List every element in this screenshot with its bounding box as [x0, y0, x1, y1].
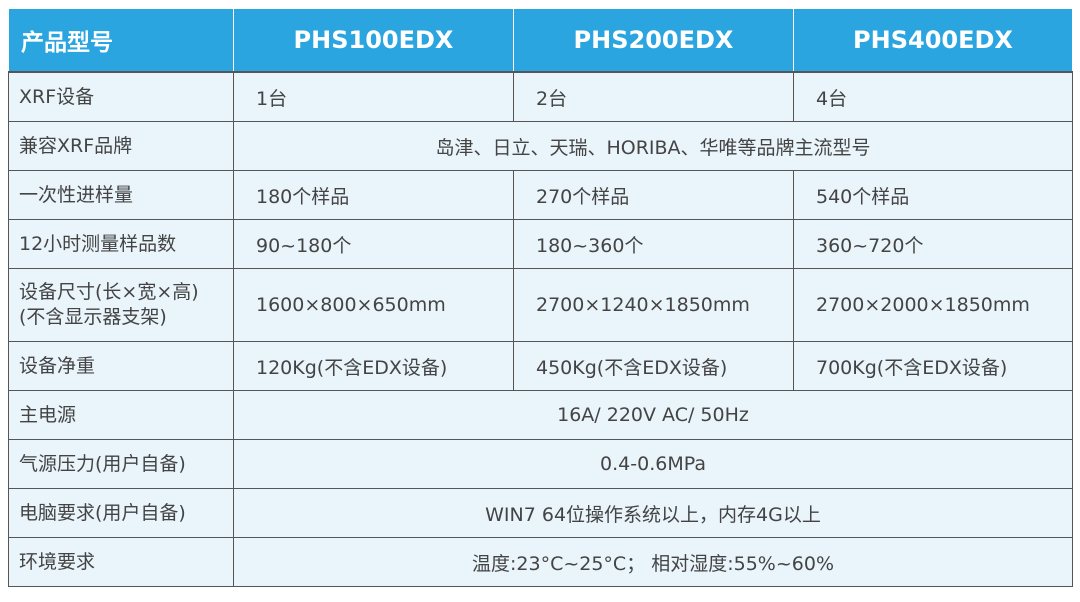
row-label-line: XRF设备: [19, 85, 95, 108]
cell: 4台: [793, 71, 1073, 122]
table-row: 主电源 16A/ 220V AC/ 50Hz: [8, 390, 1073, 440]
header-cell: PHS200EDX: [513, 8, 794, 73]
row-label: 主电源: [8, 390, 234, 440]
row-label-line: 主电源: [19, 403, 77, 426]
cell: 1台: [233, 71, 514, 122]
row-label-line: 电脑要求(用户自备): [19, 501, 186, 524]
row-label: 电脑要求(用户自备): [8, 488, 234, 538]
cell: 2700×1240×1850mm: [513, 268, 794, 342]
cell: 90~180个: [233, 219, 514, 269]
row-label: 一次性进样量: [8, 170, 234, 220]
row-label: 气源压力(用户自备): [8, 439, 234, 489]
table-row: 12小时测量样品数 90~180个 180~360个 360~720个: [8, 219, 1073, 269]
row-label-line: 设备尺寸(长×宽×高): [19, 281, 199, 303]
header-row: 产品型号 PHS100EDX PHS200EDX PHS400EDX: [8, 8, 1073, 73]
cell: 2700×2000×1850mm: [793, 268, 1073, 342]
table-row: 设备尺寸(长×宽×高) (不含显示器支架) 1600×800×650mm 2700×1…: [8, 268, 1073, 342]
cell: 120Kg(不含EDX设备): [233, 341, 514, 391]
table-row: 电脑要求(用户自备) WIN7 64位操作系统以上，内存4G以上: [8, 488, 1073, 538]
header-cell: PHS100EDX: [233, 8, 514, 73]
row-label-line: 设备净重: [19, 354, 96, 377]
row-label: 环境要求: [8, 537, 234, 587]
table-row: 兼容XRF品牌 岛津、日立、天瑞、HORIBA、华唯等品牌主流型号: [8, 121, 1073, 171]
spec-table: 产品型号 PHS100EDX PHS200EDX PHS400EDX XRF设备 1台 2…: [8, 8, 1073, 587]
cell: WIN7 64位操作系统以上，内存4G以上: [233, 488, 1073, 538]
table-row: 一次性进样量 180个样品 270个样品 540个样品: [8, 170, 1073, 220]
row-label-line: 气源压力(用户自备): [19, 452, 186, 475]
cell: 岛津、日立、天瑞、HORIBA、华唯等品牌主流型号: [233, 121, 1073, 171]
row-label-line: 环境要求: [19, 550, 96, 573]
cell: 180~360个: [513, 219, 794, 269]
header-cell: 产品型号: [8, 8, 234, 73]
cell: 1600×800×650mm: [233, 268, 514, 342]
table-row: XRF设备 1台 2台 4台: [8, 71, 1073, 122]
cell: 270个样品: [513, 170, 794, 220]
cell: 温度:23°C~25°C； 相对湿度:55%~60%: [233, 537, 1073, 587]
cell: 16A/ 220V AC/ 50Hz: [233, 390, 1073, 440]
row-label: 12小时测量样品数: [8, 219, 234, 269]
row-label-line: 一次性进样量: [19, 183, 134, 206]
row-label: XRF设备: [8, 71, 234, 122]
row-label-line: (不含显示器支架): [19, 306, 167, 328]
cell: 360~720个: [793, 219, 1073, 269]
cell: 450Kg(不含EDX设备): [513, 341, 794, 391]
spec-table-wrap: 产品型号 PHS100EDX PHS200EDX PHS400EDX XRF设备 1台 2…: [8, 8, 1073, 587]
header-cell: PHS400EDX: [793, 8, 1073, 73]
table-row: 环境要求 温度:23°C~25°C； 相对湿度:55%~60%: [8, 537, 1073, 587]
cell: 180个样品: [233, 170, 514, 220]
cell: 540个样品: [793, 170, 1073, 220]
cell: 700Kg(不含EDX设备): [793, 341, 1073, 391]
row-label: 兼容XRF品牌: [8, 121, 234, 171]
row-label-line: 兼容XRF品牌: [19, 134, 133, 157]
cell: 2台: [513, 71, 794, 122]
row-label: 设备尺寸(长×宽×高) (不含显示器支架): [8, 268, 234, 342]
cell: 0.4-0.6MPa: [233, 439, 1073, 489]
table-row: 设备净重 120Kg(不含EDX设备) 450Kg(不含EDX设备) 700Kg(不含…: [8, 341, 1073, 391]
row-label: 设备净重: [8, 341, 234, 391]
table-row: 气源压力(用户自备) 0.4-0.6MPa: [8, 439, 1073, 489]
row-label-line: 12小时测量样品数: [19, 232, 177, 255]
